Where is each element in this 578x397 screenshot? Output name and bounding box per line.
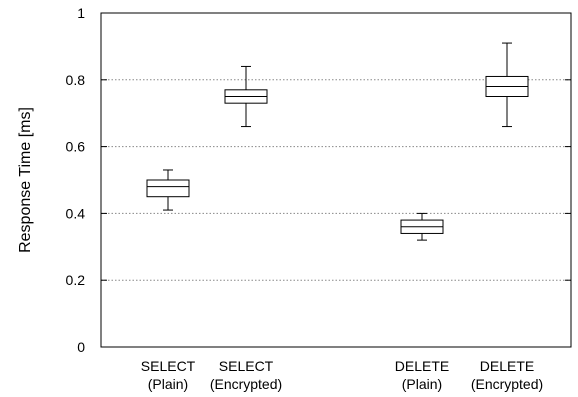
box-2: [224, 65, 268, 128]
y-tick-label: 0.6: [66, 139, 86, 155]
y-tick-label: 1: [77, 5, 85, 21]
category-label-line2: (Encrypted): [210, 376, 282, 392]
box-3: [400, 212, 444, 241]
box-series: [146, 42, 529, 241]
category-label-line2: (Encrypted): [471, 376, 543, 392]
x-axis-categories: SELECT (Plain) SELECT (Encrypted) DELETE (Pla…: [141, 358, 543, 392]
box-4: [485, 42, 529, 128]
iqr-box: [146, 179, 190, 198]
category-label-line2: (Plain): [402, 376, 442, 392]
y-tick-label: 0: [77, 339, 85, 355]
y-tick-label: 0.4: [66, 205, 86, 221]
category-label-line1: DELETE: [395, 358, 449, 374]
category-label-line2: (Plain): [148, 376, 188, 392]
plot-frame: [100, 12, 572, 348]
box-1: [146, 169, 190, 211]
y-tick-label: 0.2: [66, 272, 86, 288]
gridlines: [101, 79, 571, 281]
category-label-line1: DELETE: [480, 358, 534, 374]
category-label-line1: SELECT: [219, 358, 274, 374]
y-axis: 0 0.2 0.4 0.6 0.8 1: [66, 5, 571, 355]
y-tick-label: 0.8: [66, 72, 86, 88]
category-label-line1: SELECT: [141, 358, 196, 374]
y-axis-title: Response Time [ms]: [17, 107, 34, 253]
